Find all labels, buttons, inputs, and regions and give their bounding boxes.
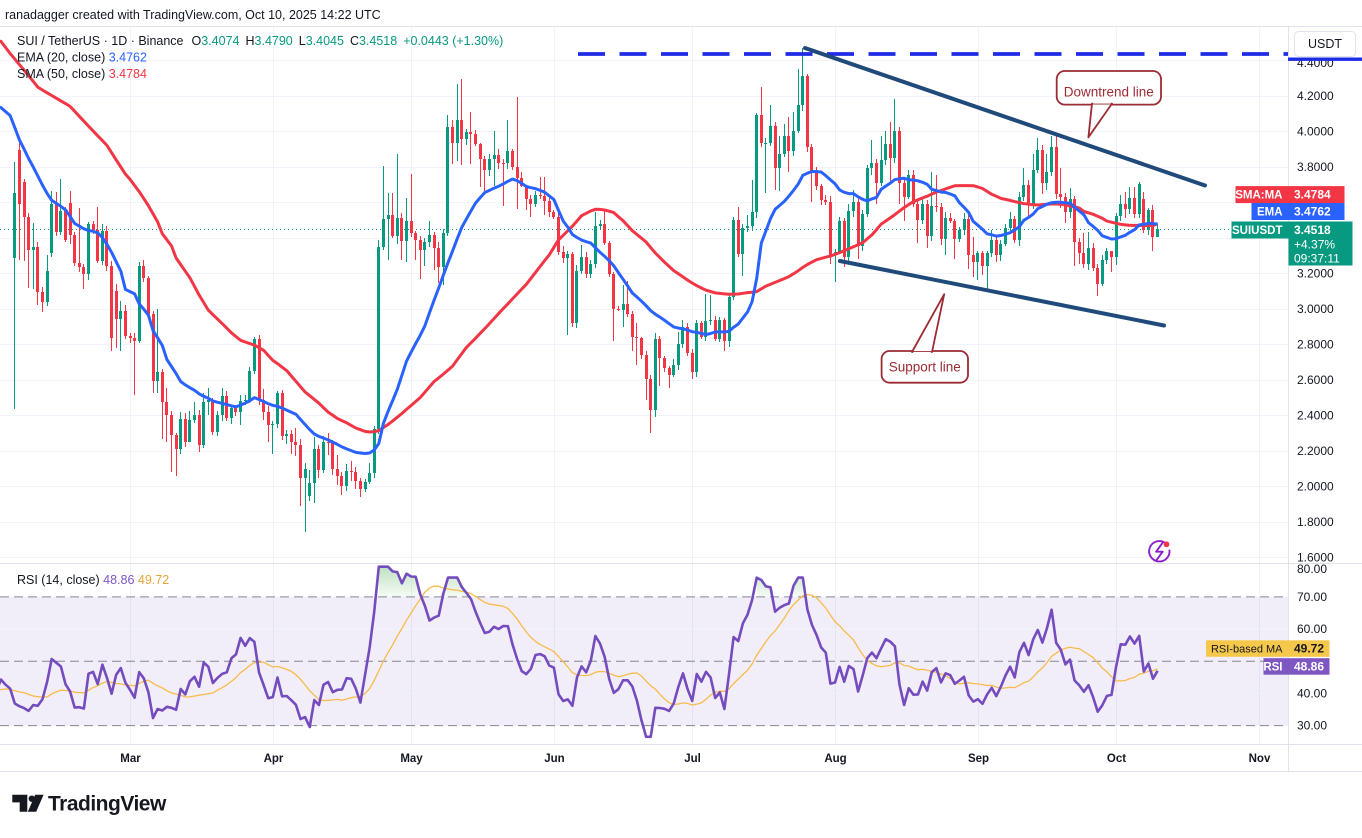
svg-text:TradingView: TradingView <box>48 793 167 816</box>
svg-text:Jul: Jul <box>684 753 701 765</box>
svg-text:70.00: 70.00 <box>1297 590 1327 604</box>
svg-text:3.0000: 3.0000 <box>1297 302 1334 316</box>
svg-text:60.00: 60.00 <box>1297 622 1327 636</box>
svg-text:EMA: EMA <box>1257 207 1283 219</box>
svg-text:80.00: 80.00 <box>1297 562 1327 576</box>
svg-text:RSI (14, close) 48.86 49.72: RSI (14, close) 48.86 49.72 <box>17 573 169 587</box>
svg-text:Jun: Jun <box>544 753 564 765</box>
svg-text:48.86: 48.86 <box>1294 660 1324 674</box>
svg-text:+4.37%: +4.37% <box>1294 238 1335 252</box>
svg-text:1.8000: 1.8000 <box>1297 515 1334 529</box>
svg-text:ranadagger created with Tradin: ranadagger created with TradingView.com,… <box>5 8 381 22</box>
svg-text:Support line: Support line <box>889 360 961 375</box>
svg-text:SMA (50, close) 3.4784: SMA (50, close) 3.4784 <box>17 67 147 81</box>
svg-text:RSI-based MA: RSI-based MA <box>1211 644 1283 656</box>
svg-text:2.6000: 2.6000 <box>1297 373 1334 387</box>
svg-text:May: May <box>400 753 423 765</box>
svg-text:SMA:MA: SMA:MA <box>1235 190 1282 202</box>
svg-text:3.4518: 3.4518 <box>1294 223 1331 237</box>
svg-text:SUIUSDT: SUIUSDT <box>1232 225 1282 237</box>
svg-text:Oct: Oct <box>1107 753 1126 765</box>
svg-text:4.2000: 4.2000 <box>1297 89 1334 103</box>
svg-text:2.8000: 2.8000 <box>1297 338 1334 352</box>
svg-text:RSI: RSI <box>1263 662 1282 674</box>
svg-text:2.2000: 2.2000 <box>1297 444 1334 458</box>
svg-text:Apr: Apr <box>264 753 284 765</box>
svg-text:40.00: 40.00 <box>1297 686 1327 700</box>
svg-text:09:37:11: 09:37:11 <box>1294 252 1340 266</box>
svg-text:2.4000: 2.4000 <box>1297 409 1334 423</box>
svg-text:EMA (20, close) 3.4762: EMA (20, close) 3.4762 <box>17 51 147 65</box>
svg-text:2.0000: 2.0000 <box>1297 480 1334 494</box>
svg-text:3.2000: 3.2000 <box>1297 267 1334 281</box>
svg-text:1.6000: 1.6000 <box>1297 551 1334 565</box>
svg-text:Nov: Nov <box>1249 753 1271 765</box>
svg-text:30.00: 30.00 <box>1297 719 1327 733</box>
svg-text:Mar: Mar <box>120 753 141 765</box>
svg-text:3.8000: 3.8000 <box>1297 160 1334 174</box>
svg-text:3.4784: 3.4784 <box>1294 188 1331 202</box>
svg-text:USDT: USDT <box>1308 37 1342 51</box>
svg-text:Aug: Aug <box>824 753 846 765</box>
svg-text:4.0000: 4.0000 <box>1297 125 1334 139</box>
svg-text:Sep: Sep <box>968 753 989 765</box>
svg-text:49.72: 49.72 <box>1294 642 1324 656</box>
svg-text:3.4762: 3.4762 <box>1294 205 1331 219</box>
svg-text:Downtrend line: Downtrend line <box>1064 85 1154 100</box>
